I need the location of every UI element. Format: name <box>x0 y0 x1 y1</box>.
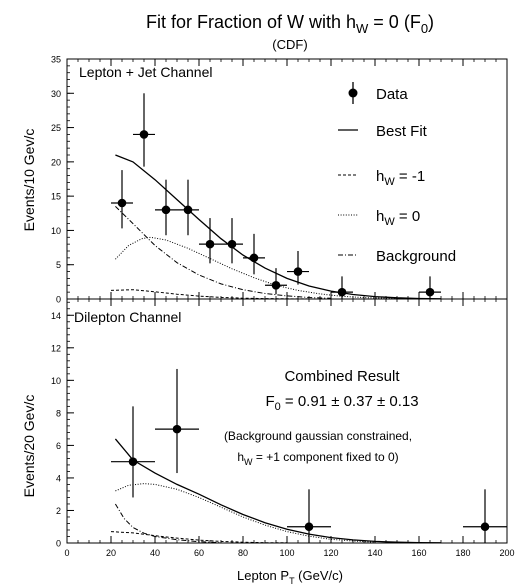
top-data-point <box>183 205 193 215</box>
bottom-data-point <box>480 522 490 532</box>
combined-result-annotation: Combined Result F0 = 0.91 ± 0.37 ± 0.13 … <box>224 368 419 467</box>
xtick-label: 160 <box>411 548 426 558</box>
chart-subtitle: (CDF) <box>272 37 307 52</box>
xtick-label: 80 <box>238 548 248 558</box>
legend-hw-0-label: hW = 0 <box>376 208 420 228</box>
bottom-data-point <box>304 522 314 532</box>
top-curve-h-w-0 <box>115 236 398 299</box>
top-ytick-label: 10 <box>51 226 61 236</box>
top-data-point <box>293 267 303 276</box>
xtick-label: 200 <box>499 548 514 558</box>
top-data-point <box>227 239 237 249</box>
bottom-data-point <box>128 457 138 466</box>
fit-note-line1: (Background gaussian constrained, <box>224 429 412 443</box>
bottom-ytick-label: 6 <box>56 441 61 451</box>
bottom-ytick-label: 10 <box>51 376 61 386</box>
top-data-point <box>271 280 281 290</box>
xtick-label: 0 <box>64 548 69 558</box>
bottom-curve-background <box>114 503 222 544</box>
combined-result-heading: Combined Result <box>284 368 400 385</box>
chart-title: Fit for Fraction of W with hW = 0 (F0) <box>146 12 434 36</box>
top-ytick-label: 30 <box>51 89 61 99</box>
top-ytick-label: 0 <box>56 295 61 305</box>
bottom-data-point <box>172 424 182 434</box>
bottom-ytick-label: 4 <box>56 473 61 483</box>
legend-hw-minus1-label: hW = -1 <box>376 168 425 188</box>
top-ytick-label: 15 <box>51 192 61 202</box>
top-data-point <box>139 130 149 139</box>
bottom-ytick-label: 14 <box>51 311 61 321</box>
xtick-label: 140 <box>367 548 382 558</box>
top-data-point <box>161 205 171 215</box>
bottom-ytick-label: 8 <box>56 408 61 418</box>
bottom-ytick-label: 12 <box>51 343 61 353</box>
top-ytick-label: 35 <box>51 55 61 65</box>
xtick-label: 60 <box>194 548 204 558</box>
xtick-label: 40 <box>150 548 160 558</box>
bottom-panel-label: Dilepton Channel <box>74 309 181 325</box>
xtick-label: 120 <box>323 548 338 558</box>
bottom-curve-h-w-1 <box>110 531 288 544</box>
legend-data-marker <box>348 88 358 98</box>
top-ytick-label: 20 <box>51 157 61 167</box>
top-ytick-label: 25 <box>51 123 61 133</box>
xtick-label: 180 <box>455 548 470 558</box>
xtick-label: 100 <box>279 548 294 558</box>
legend-background-label: Background <box>376 248 456 265</box>
top-panel: 0 5 10 15 20 25 30 35 <box>51 55 508 305</box>
top-data-point <box>425 287 435 297</box>
bottom-ytick-label: 0 <box>56 539 61 549</box>
top-data-point <box>117 198 127 208</box>
x-axis-label: Lepton PT (GeV/c) <box>237 568 343 586</box>
top-data-point <box>249 253 259 263</box>
top-ylabel: Events/10 Gev/c <box>21 129 37 232</box>
top-data-point <box>337 287 347 297</box>
fit-note-line2: hW = +1 component fixed to 0) <box>237 450 398 467</box>
bottom-curve-h-w-0 <box>115 483 376 543</box>
bottom-curve-best-fit <box>114 438 442 544</box>
bottom-ytick-label: 2 <box>56 506 61 516</box>
legend-bestfit-label: Best Fit <box>376 123 428 140</box>
top-ytick-label: 5 <box>56 260 61 270</box>
combined-result-value: F0 = 0.91 ± 0.37 ± 0.13 <box>265 393 418 413</box>
legend: Data Best Fit hW = -1 hW = 0 Background <box>338 82 456 265</box>
legend-data-label: Data <box>376 86 408 103</box>
top-data-point <box>205 239 215 249</box>
bottom-ylabel: Events/20 Gev/c <box>21 395 37 498</box>
top-panel-label: Lepton + Jet Channel <box>79 64 213 80</box>
xtick-label: 20 <box>106 548 116 558</box>
top-curve-background <box>115 206 332 299</box>
